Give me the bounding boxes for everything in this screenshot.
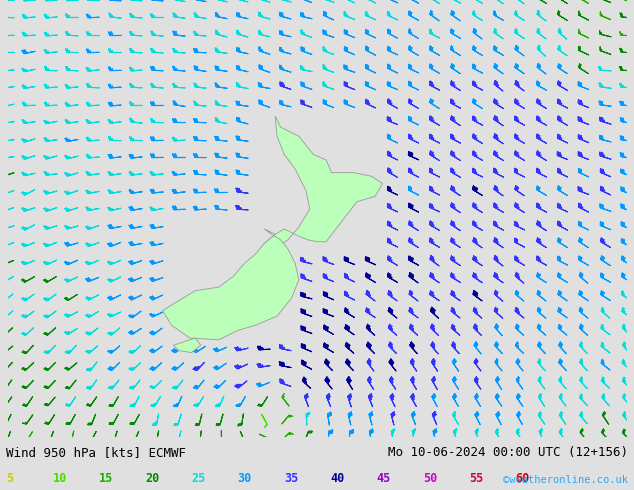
Polygon shape (259, 116, 382, 254)
Text: ©weatheronline.co.uk: ©weatheronline.co.uk (503, 475, 628, 485)
Text: 30: 30 (238, 471, 252, 485)
Text: 15: 15 (99, 471, 113, 485)
Text: 10: 10 (53, 471, 67, 485)
Polygon shape (174, 338, 201, 352)
Text: 40: 40 (330, 471, 344, 485)
Polygon shape (162, 229, 299, 340)
Text: 35: 35 (284, 471, 298, 485)
Text: 20: 20 (145, 471, 159, 485)
Text: Mo 10-06-2024 00:00 UTC (12+156): Mo 10-06-2024 00:00 UTC (12+156) (387, 446, 628, 459)
Text: 5: 5 (6, 471, 13, 485)
Text: 50: 50 (423, 471, 437, 485)
Text: 25: 25 (191, 471, 205, 485)
Text: 45: 45 (377, 471, 391, 485)
Text: 55: 55 (469, 471, 483, 485)
Text: Wind 950 hPa [kts] ECMWF: Wind 950 hPa [kts] ECMWF (6, 446, 186, 459)
Text: 60: 60 (515, 471, 529, 485)
